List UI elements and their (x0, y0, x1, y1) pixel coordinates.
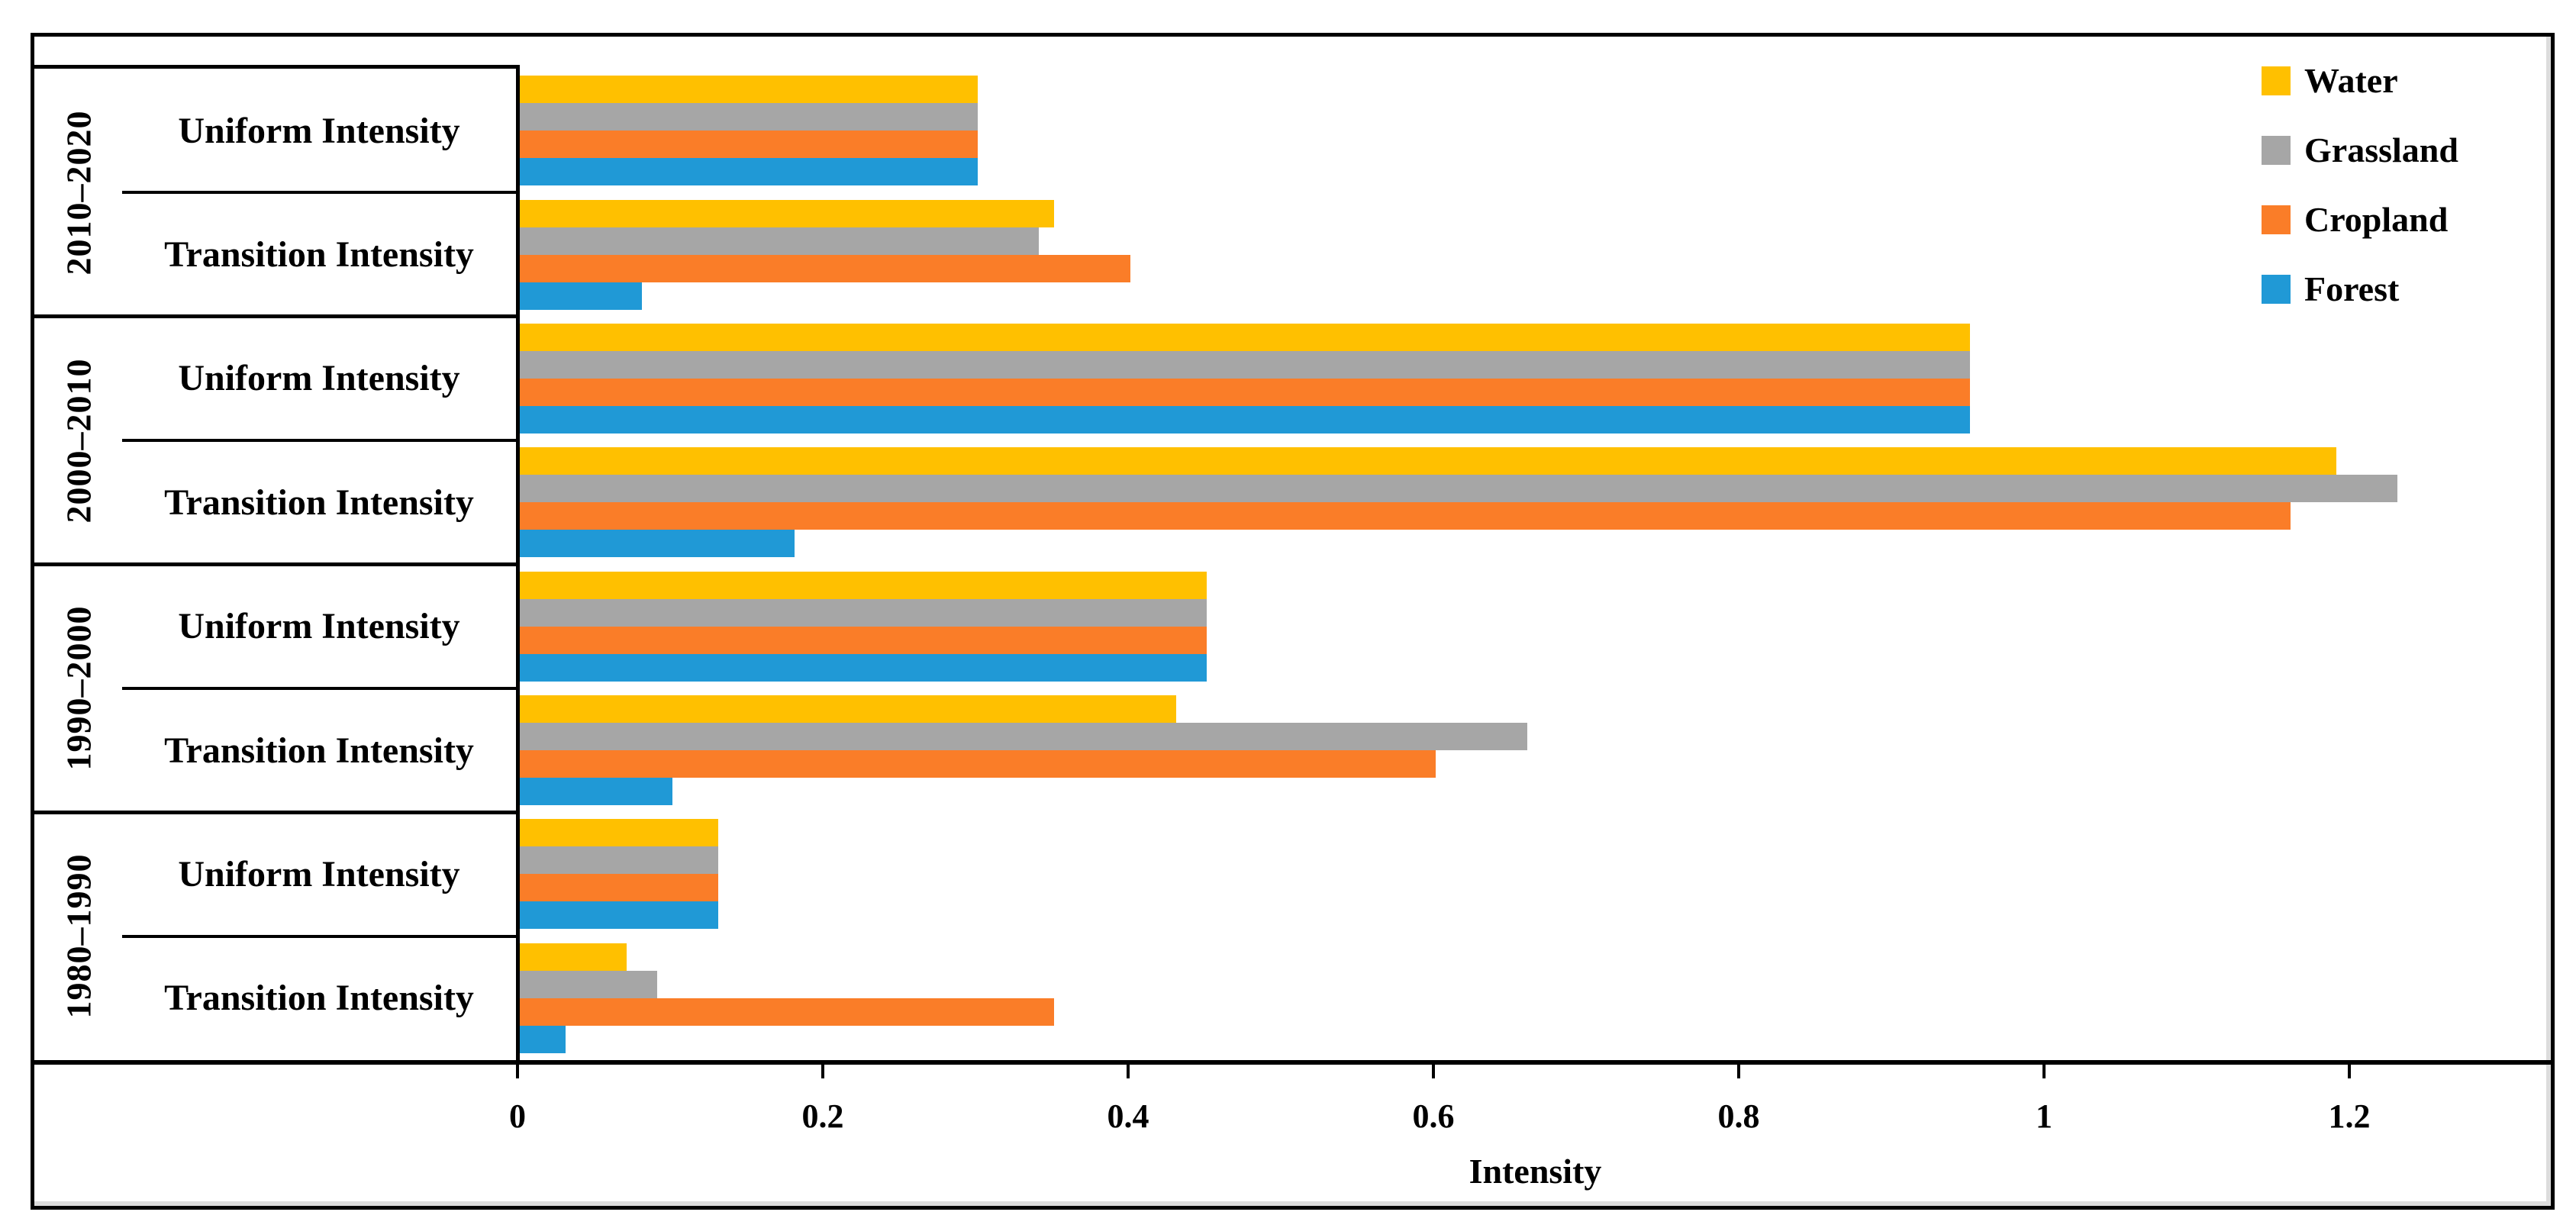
bar-water (520, 819, 718, 847)
row-label: Transition Intensity (164, 978, 474, 1019)
bar-forest (520, 158, 978, 186)
x-tick-label: 0.2 (801, 1097, 844, 1135)
x-tick-label: 1.2 (2328, 1097, 2371, 1135)
bar-cropland (520, 874, 718, 902)
legend-label: Forest (2304, 269, 2400, 308)
row-separator (122, 191, 520, 195)
period-label: 1980–1990 (34, 812, 122, 1060)
bar-water (520, 447, 2336, 475)
legend-swatch-icon (2262, 66, 2291, 95)
bar-water (520, 76, 978, 104)
row-label: Uniform Intensity (178, 606, 460, 647)
period-label: 2010–2020 (34, 69, 122, 317)
x-tick (821, 1065, 824, 1078)
bar-grassland (520, 227, 1039, 255)
bar-water (520, 571, 1207, 599)
bar-grassland (520, 475, 2397, 503)
row-separator (122, 934, 520, 938)
bar-cropland (520, 502, 2291, 530)
period-label: 2000–2010 (34, 317, 122, 565)
x-tick (2042, 1065, 2046, 1078)
period-label-text: 2010–2020 (59, 110, 98, 276)
bar-water (520, 695, 1176, 724)
bar-cropland (520, 254, 1130, 282)
bar-water (520, 199, 1054, 227)
bar-cropland (520, 626, 1207, 654)
period-separator (34, 314, 520, 319)
chart-frame: Intensity 2010–2020 Uniform Intensity Tran… (31, 33, 2555, 1210)
period-label-text: 1980–1990 (59, 853, 98, 1019)
period-label-text: 2000–2010 (59, 358, 98, 524)
period-separator (34, 562, 520, 566)
bar-grassland (520, 350, 1970, 379)
x-tick (516, 1065, 519, 1078)
x-tick-label: 0.6 (1412, 1097, 1455, 1135)
x-tick (1432, 1065, 1435, 1078)
legend-swatch-icon (2262, 274, 2291, 304)
x-tick-label: 1 (2036, 1097, 2052, 1135)
x-tick-label: 0 (509, 1097, 526, 1135)
x-tick-label: 0.8 (1717, 1097, 1760, 1135)
bar-cropland (520, 998, 1054, 1026)
row-label: Transition Intensity (164, 730, 474, 771)
legend-item-cropland: Cropland (2262, 185, 2448, 254)
bar-forest (520, 282, 642, 310)
bar-forest (520, 901, 718, 930)
period-label-text: 1990–2000 (59, 605, 98, 771)
period-separator (34, 810, 520, 814)
chart-canvas: Intensity 2010–2020 Uniform Intensity Tran… (34, 37, 2551, 1206)
legend-swatch-icon (2262, 135, 2291, 165)
row-label: Transition Intensity (164, 234, 474, 276)
legend-item-water: Water (2262, 46, 2398, 115)
bar-water (520, 323, 1970, 351)
bar-grassland (520, 970, 657, 998)
x-tick (1127, 1065, 1130, 1078)
bar-grassland (520, 598, 1207, 627)
legend-label: Water (2304, 61, 2398, 100)
x-tick-label: 0.4 (1107, 1097, 1149, 1135)
row-separator (122, 439, 520, 443)
x-tick (1737, 1065, 1740, 1078)
period-label: 1990–2000 (34, 565, 122, 813)
x-axis-line (34, 1060, 2551, 1065)
bar-grassland (520, 723, 1527, 751)
bar-forest (520, 530, 795, 558)
row-label: Uniform Intensity (178, 853, 460, 894)
bar-forest (520, 405, 1970, 434)
legend-swatch-icon (2262, 205, 2291, 234)
bar-water (520, 943, 627, 971)
bar-forest (520, 778, 672, 806)
label-box-top-border (34, 65, 520, 69)
row-separator (122, 686, 520, 690)
x-axis-title: Intensity (1469, 1152, 1602, 1191)
bar-cropland (520, 131, 978, 159)
row-label: Uniform Intensity (178, 110, 460, 151)
row-label: Transition Intensity (164, 482, 474, 523)
bar-forest (520, 653, 1207, 682)
x-tick (2348, 1065, 2351, 1078)
bar-cropland (520, 750, 1436, 778)
bar-grassland (520, 846, 718, 875)
bar-cropland (520, 378, 1970, 406)
legend-item-forest: Forest (2262, 254, 2399, 324)
legend-item-grassland: Grassland (2262, 115, 2458, 185)
row-label: Uniform Intensity (178, 358, 460, 399)
bar-forest (520, 1025, 566, 1053)
bar-grassland (520, 103, 978, 131)
legend-label: Grassland (2304, 131, 2458, 169)
legend-label: Cropland (2304, 200, 2449, 239)
